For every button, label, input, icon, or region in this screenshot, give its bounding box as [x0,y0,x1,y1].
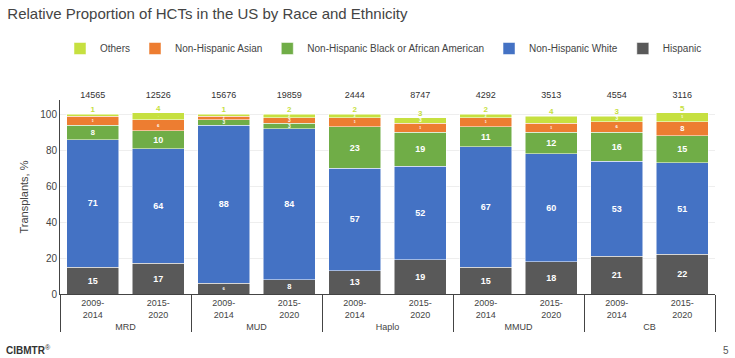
svg-text:MUD: MUD [246,322,267,332]
svg-text:Transplants, %: Transplants, % [18,160,30,233]
svg-text:Hispanic: Hispanic [663,43,701,54]
svg-text:Others: Others [100,43,130,54]
svg-text:2: 2 [484,105,489,114]
svg-text:CIBMTR​®​: CIBMTR​®​ [6,344,51,356]
svg-text:15676: 15676 [211,90,236,100]
svg-text:21: 21 [612,270,622,280]
svg-text:3: 3 [419,118,422,123]
svg-text:5: 5 [92,119,94,123]
svg-text:3: 3 [615,107,620,116]
svg-text:5: 5 [485,120,487,124]
svg-text:3116: 3116 [673,90,692,100]
svg-text:6: 6 [157,123,160,128]
svg-text:2009-2014: 2009-2014 [343,298,366,320]
svg-text:88: 88 [219,199,229,209]
svg-text:2009-2014: 2009-2014 [474,298,497,320]
svg-text:3: 3 [222,120,225,125]
svg-text:3: 3 [615,116,618,121]
svg-text:71: 71 [88,198,98,208]
svg-text:Relative Proportion of HCTs in: Relative Proportion of HCTs in the US by… [7,5,408,22]
svg-text:15: 15 [481,276,491,286]
svg-text:8: 8 [680,124,684,133]
svg-text:19: 19 [415,144,425,154]
svg-text:2015-2020: 2015-2020 [671,298,694,320]
svg-text:Non-Hispanic Black or African: Non-Hispanic Black or African American [307,43,484,54]
svg-text:15: 15 [677,144,687,154]
svg-text:2009-2014: 2009-2014 [81,298,104,320]
svg-text:80: 80 [46,145,58,156]
svg-text:18: 18 [546,273,556,283]
svg-text:2015-2020: 2015-2020 [147,298,170,320]
svg-text:84: 84 [284,199,294,209]
svg-text:8: 8 [287,282,291,291]
svg-text:57: 57 [350,214,360,224]
svg-text:5: 5 [680,104,685,113]
svg-text:2009-2014: 2009-2014 [605,298,628,320]
svg-text:4: 4 [551,118,552,120]
svg-text:2015-2020: 2015-2020 [278,298,301,320]
svg-text:16: 16 [612,142,622,152]
svg-text:2: 2 [223,116,225,120]
svg-text:2009-2014: 2009-2014 [212,298,235,320]
svg-text:64: 64 [153,201,163,211]
svg-text:MMUD: MMUD [505,322,533,332]
svg-text:67: 67 [481,202,491,212]
svg-text:2015-2020: 2015-2020 [540,298,563,320]
svg-text:4554: 4554 [607,90,627,100]
svg-text:100: 100 [40,109,57,120]
svg-text:52: 52 [415,208,425,218]
svg-text:Non-Hispanic White: Non-Hispanic White [529,43,618,54]
svg-text:22: 22 [677,269,687,279]
svg-text:2: 2 [354,114,356,118]
svg-text:15: 15 [88,276,98,286]
svg-text:20: 20 [46,253,58,264]
svg-text:14565: 14565 [80,90,105,100]
svg-text:2015-2020: 2015-2020 [409,298,432,320]
svg-text:13: 13 [350,277,360,287]
svg-text:11: 11 [481,132,491,142]
svg-text:5: 5 [420,126,422,130]
svg-text:5: 5 [354,120,356,124]
svg-text:4: 4 [156,104,161,113]
svg-text:19: 19 [415,272,425,282]
svg-text:5: 5 [682,115,684,119]
svg-text:60: 60 [46,181,58,192]
svg-text:53: 53 [612,204,622,214]
svg-text:3513: 3513 [541,90,561,100]
svg-text:40: 40 [46,217,58,228]
svg-text:2444: 2444 [345,90,365,100]
svg-text:5: 5 [723,345,729,356]
svg-text:23: 23 [350,143,360,153]
svg-text:12526: 12526 [146,90,171,100]
svg-text:17: 17 [153,274,163,284]
svg-text:1: 1 [222,105,227,114]
svg-text:CB: CB [643,322,656,332]
svg-text:MRD: MRD [115,322,136,332]
svg-text:2: 2 [353,105,358,114]
svg-text:4292: 4292 [476,90,496,100]
svg-text:2: 2 [288,114,290,118]
svg-text:8: 8 [91,128,95,137]
svg-text:4: 4 [158,115,159,117]
svg-text:10: 10 [153,135,163,145]
svg-text:6: 6 [223,286,226,291]
svg-text:19859: 19859 [277,90,302,100]
svg-text:Non-Hispanic Asian: Non-Hispanic Asian [175,43,262,54]
svg-text:4: 4 [549,107,554,116]
svg-text:60: 60 [546,203,556,213]
svg-text:51: 51 [677,204,687,214]
svg-text:2: 2 [287,105,292,114]
svg-text:2: 2 [485,114,487,118]
svg-text:0: 0 [51,289,57,300]
svg-text:1: 1 [91,105,96,114]
svg-text:12: 12 [546,138,556,148]
svg-text:Haplo: Haplo [376,322,400,332]
svg-text:3: 3 [288,118,291,123]
svg-text:8747: 8747 [410,90,430,100]
svg-text:6: 6 [616,124,619,129]
svg-text:5: 5 [551,126,553,130]
svg-text:3: 3 [288,124,291,129]
svg-text:3: 3 [418,109,423,118]
